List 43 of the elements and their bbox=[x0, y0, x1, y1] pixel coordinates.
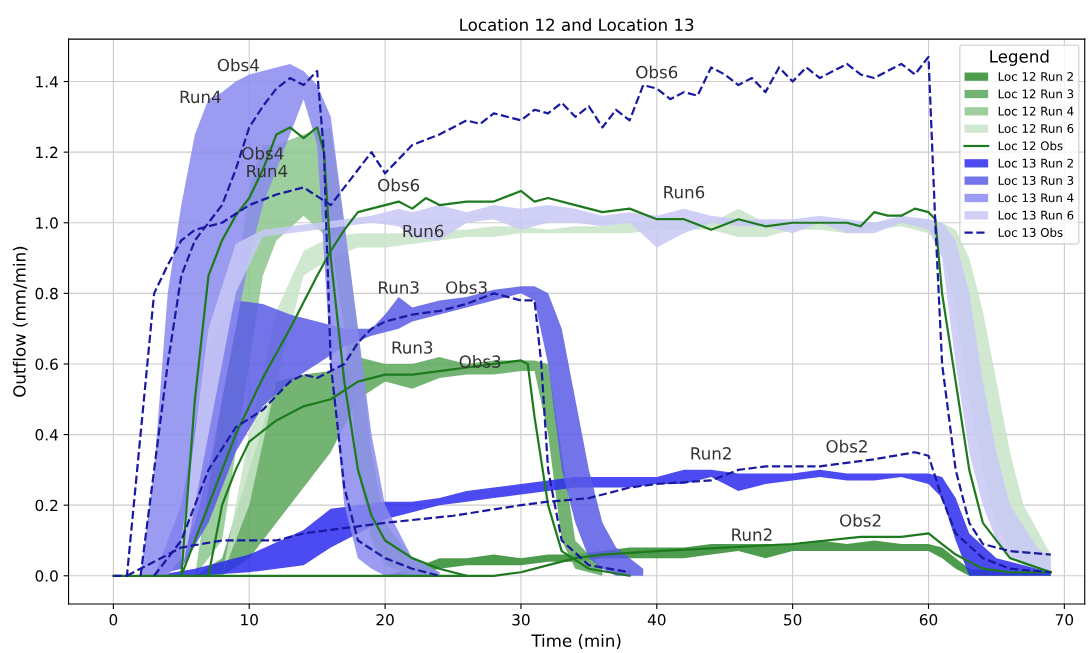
legend-label: Loc 12 Obs bbox=[998, 141, 1063, 151]
annotation: Run3 bbox=[379, 281, 419, 294]
legend-label: Loc 13 Run 6 bbox=[998, 210, 1074, 220]
x-tick-label: 30 bbox=[512, 614, 530, 626]
annotation: Obs4 bbox=[217, 58, 259, 72]
legend-label: Loc 13 Run 4 bbox=[998, 193, 1074, 203]
y-tick-label: 0.6 bbox=[35, 358, 58, 370]
x-tick-label: 70 bbox=[1055, 614, 1074, 626]
x-tick-label: 60 bbox=[919, 614, 938, 626]
legend-title: Legend bbox=[990, 49, 1049, 66]
legend-label: Loc 13 Run 2 bbox=[998, 158, 1073, 168]
y-tick-label: 0.8 bbox=[35, 287, 58, 300]
x-tick-label: 20 bbox=[376, 614, 394, 626]
annotation: Run6 bbox=[403, 224, 444, 238]
annotation: Run6 bbox=[664, 185, 705, 199]
legend-label: Loc 13 Obs bbox=[998, 227, 1063, 237]
x-tick-label: 10 bbox=[241, 614, 258, 626]
x-tick-label: 0 bbox=[109, 614, 118, 626]
y-tick-label: 0.0 bbox=[35, 570, 58, 582]
x-tick-label: 50 bbox=[784, 614, 802, 626]
y-axis-title: Outflow (mm/min) bbox=[12, 246, 28, 397]
y-tick-label: 0.4 bbox=[35, 429, 58, 441]
annotation: Obs2 bbox=[840, 513, 881, 527]
y-tick-label: 1.2 bbox=[36, 146, 58, 158]
annotation: Obs2 bbox=[826, 439, 867, 453]
chart-title: Location 12 and Location 13 bbox=[460, 18, 694, 32]
x-axis-title: Time (min) bbox=[531, 634, 621, 649]
legend-label: Loc 12 Run 4 bbox=[998, 106, 1074, 116]
annotation: Run2 bbox=[691, 447, 731, 460]
legend-label: Loc 12 Run 3 bbox=[998, 89, 1074, 99]
legend-label: Loc 12 Run 6 bbox=[998, 124, 1074, 133]
y-tick-label: 1.4 bbox=[36, 76, 58, 88]
annotation: Obs3 bbox=[446, 280, 487, 294]
annotation: Obs6 bbox=[378, 178, 420, 192]
legend-label: Loc 13 Run 3 bbox=[998, 176, 1074, 185]
annotation: Run2 bbox=[732, 528, 772, 541]
x-tick-label: 40 bbox=[647, 614, 666, 626]
annotation: Run4 bbox=[180, 90, 221, 104]
y-tick-label: 0.2 bbox=[35, 499, 58, 512]
annotation: Run3 bbox=[392, 341, 433, 354]
y-tick-label: 1.0 bbox=[36, 217, 58, 229]
annotation: Obs6 bbox=[636, 65, 678, 79]
legend-label: Loc 12 Run 2 bbox=[998, 72, 1073, 81]
